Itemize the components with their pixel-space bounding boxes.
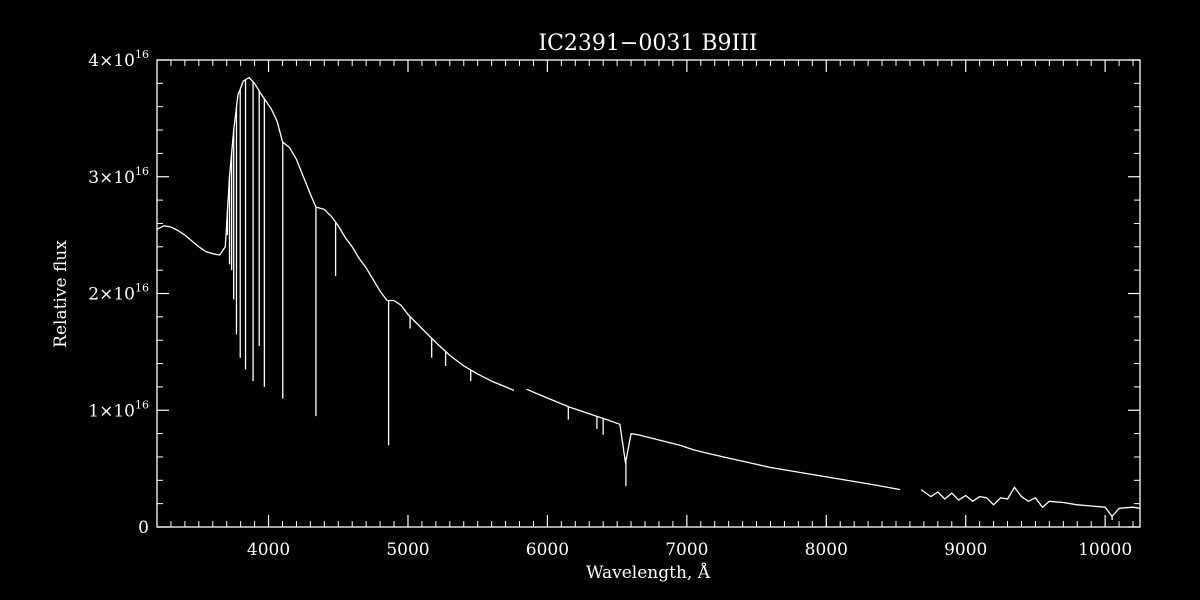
x-tick-labels: 4000 5000 6000 7000 8000 9000 10000 [247, 540, 1132, 560]
y-tick-exponent: 16 [135, 282, 149, 295]
chart-title: IC2391−0031 B9III [538, 31, 757, 56]
spectrum-segment [920, 486, 1141, 518]
axis-ticks [157, 59, 1140, 528]
x-tick-label: 5000 [386, 540, 429, 560]
y-tick-exponent: 16 [135, 398, 149, 411]
x-tick-label: 6000 [526, 540, 569, 560]
y-tick-label: 3×1016 [88, 165, 149, 188]
x-tick-label: 10000 [1078, 540, 1132, 560]
y-tick-label: 2×1016 [88, 282, 149, 305]
y-tick-mantissa: 3×10 [88, 168, 135, 188]
y-tick-mantissa: 4×10 [88, 51, 135, 71]
y-tick-exponent: 16 [135, 48, 149, 61]
y-tick-label: 4×1016 [88, 48, 149, 71]
y-tick-mantissa: 0 [138, 518, 149, 538]
x-axis-label: Wavelength, Å [586, 562, 711, 583]
y-tick-mantissa: 2×10 [88, 285, 135, 305]
plot-area [156, 76, 1141, 520]
x-tick-label: 4000 [247, 540, 290, 560]
y-tick-mantissa: 1×10 [88, 401, 135, 421]
y-tick-exponent: 16 [135, 165, 149, 178]
y-tick-label: 1×1016 [88, 398, 149, 421]
y-tick-label: 0 [138, 518, 149, 538]
x-tick-label: 8000 [805, 540, 848, 560]
x-tick-label: 7000 [665, 540, 708, 560]
spectrum-segment [526, 388, 901, 491]
x-tick-label: 9000 [944, 540, 987, 560]
y-axis-label: Relative flux [51, 240, 71, 348]
